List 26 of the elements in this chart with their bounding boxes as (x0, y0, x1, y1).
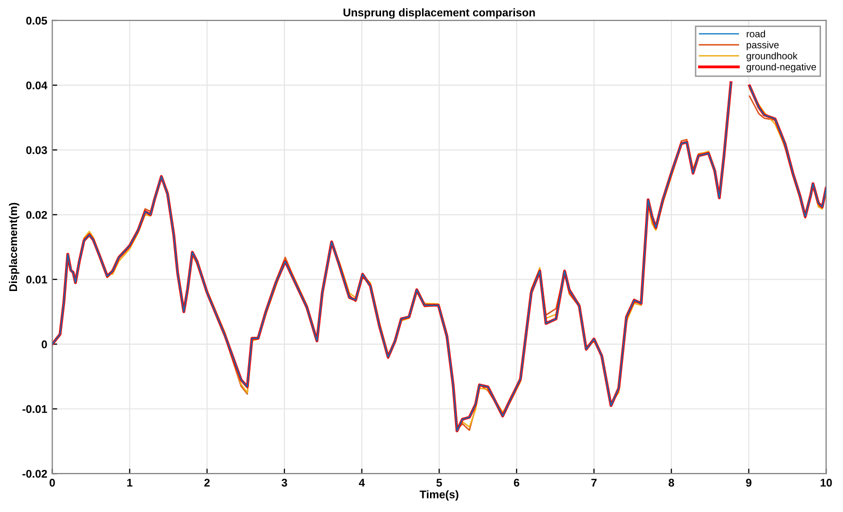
legend-label: groundhook (746, 52, 798, 62)
y-tick-label: 0 (42, 340, 47, 348)
x-tick-label: 0 (50, 478, 55, 487)
x-tick-label: 5 (436, 478, 442, 487)
legend-label: road (746, 30, 765, 38)
x-axis-title: Time(s) (420, 490, 458, 501)
x-tick-label: 2 (204, 478, 210, 487)
x-tick-label: 9 (746, 478, 752, 487)
x-tick-label: 6 (514, 478, 520, 487)
x-tick-label: 10 (820, 478, 832, 487)
legend-label: passive (746, 41, 779, 50)
y-tick-label: -0.01 (22, 405, 48, 414)
x-tick-label: 4 (358, 478, 365, 487)
x-tick-label: 7 (591, 478, 597, 487)
y-tick-label: 0.03 (26, 146, 48, 154)
y-tick-label: 0.04 (26, 81, 48, 90)
legend-label: ground-negative (746, 63, 816, 72)
y-tick-label: 0.05 (26, 16, 48, 25)
y-tick-label: -0.02 (22, 470, 47, 478)
y-axis-title: Displacement(m) (8, 202, 20, 292)
chart-title: Unsprung displacement comparison (344, 8, 535, 19)
y-tick-label: 0.02 (26, 210, 47, 219)
y-tick-label: 0.01 (26, 276, 48, 284)
x-tick-label: 3 (282, 478, 288, 487)
x-tick-label: 1 (127, 478, 132, 487)
x-tick-label: 8 (668, 478, 674, 487)
